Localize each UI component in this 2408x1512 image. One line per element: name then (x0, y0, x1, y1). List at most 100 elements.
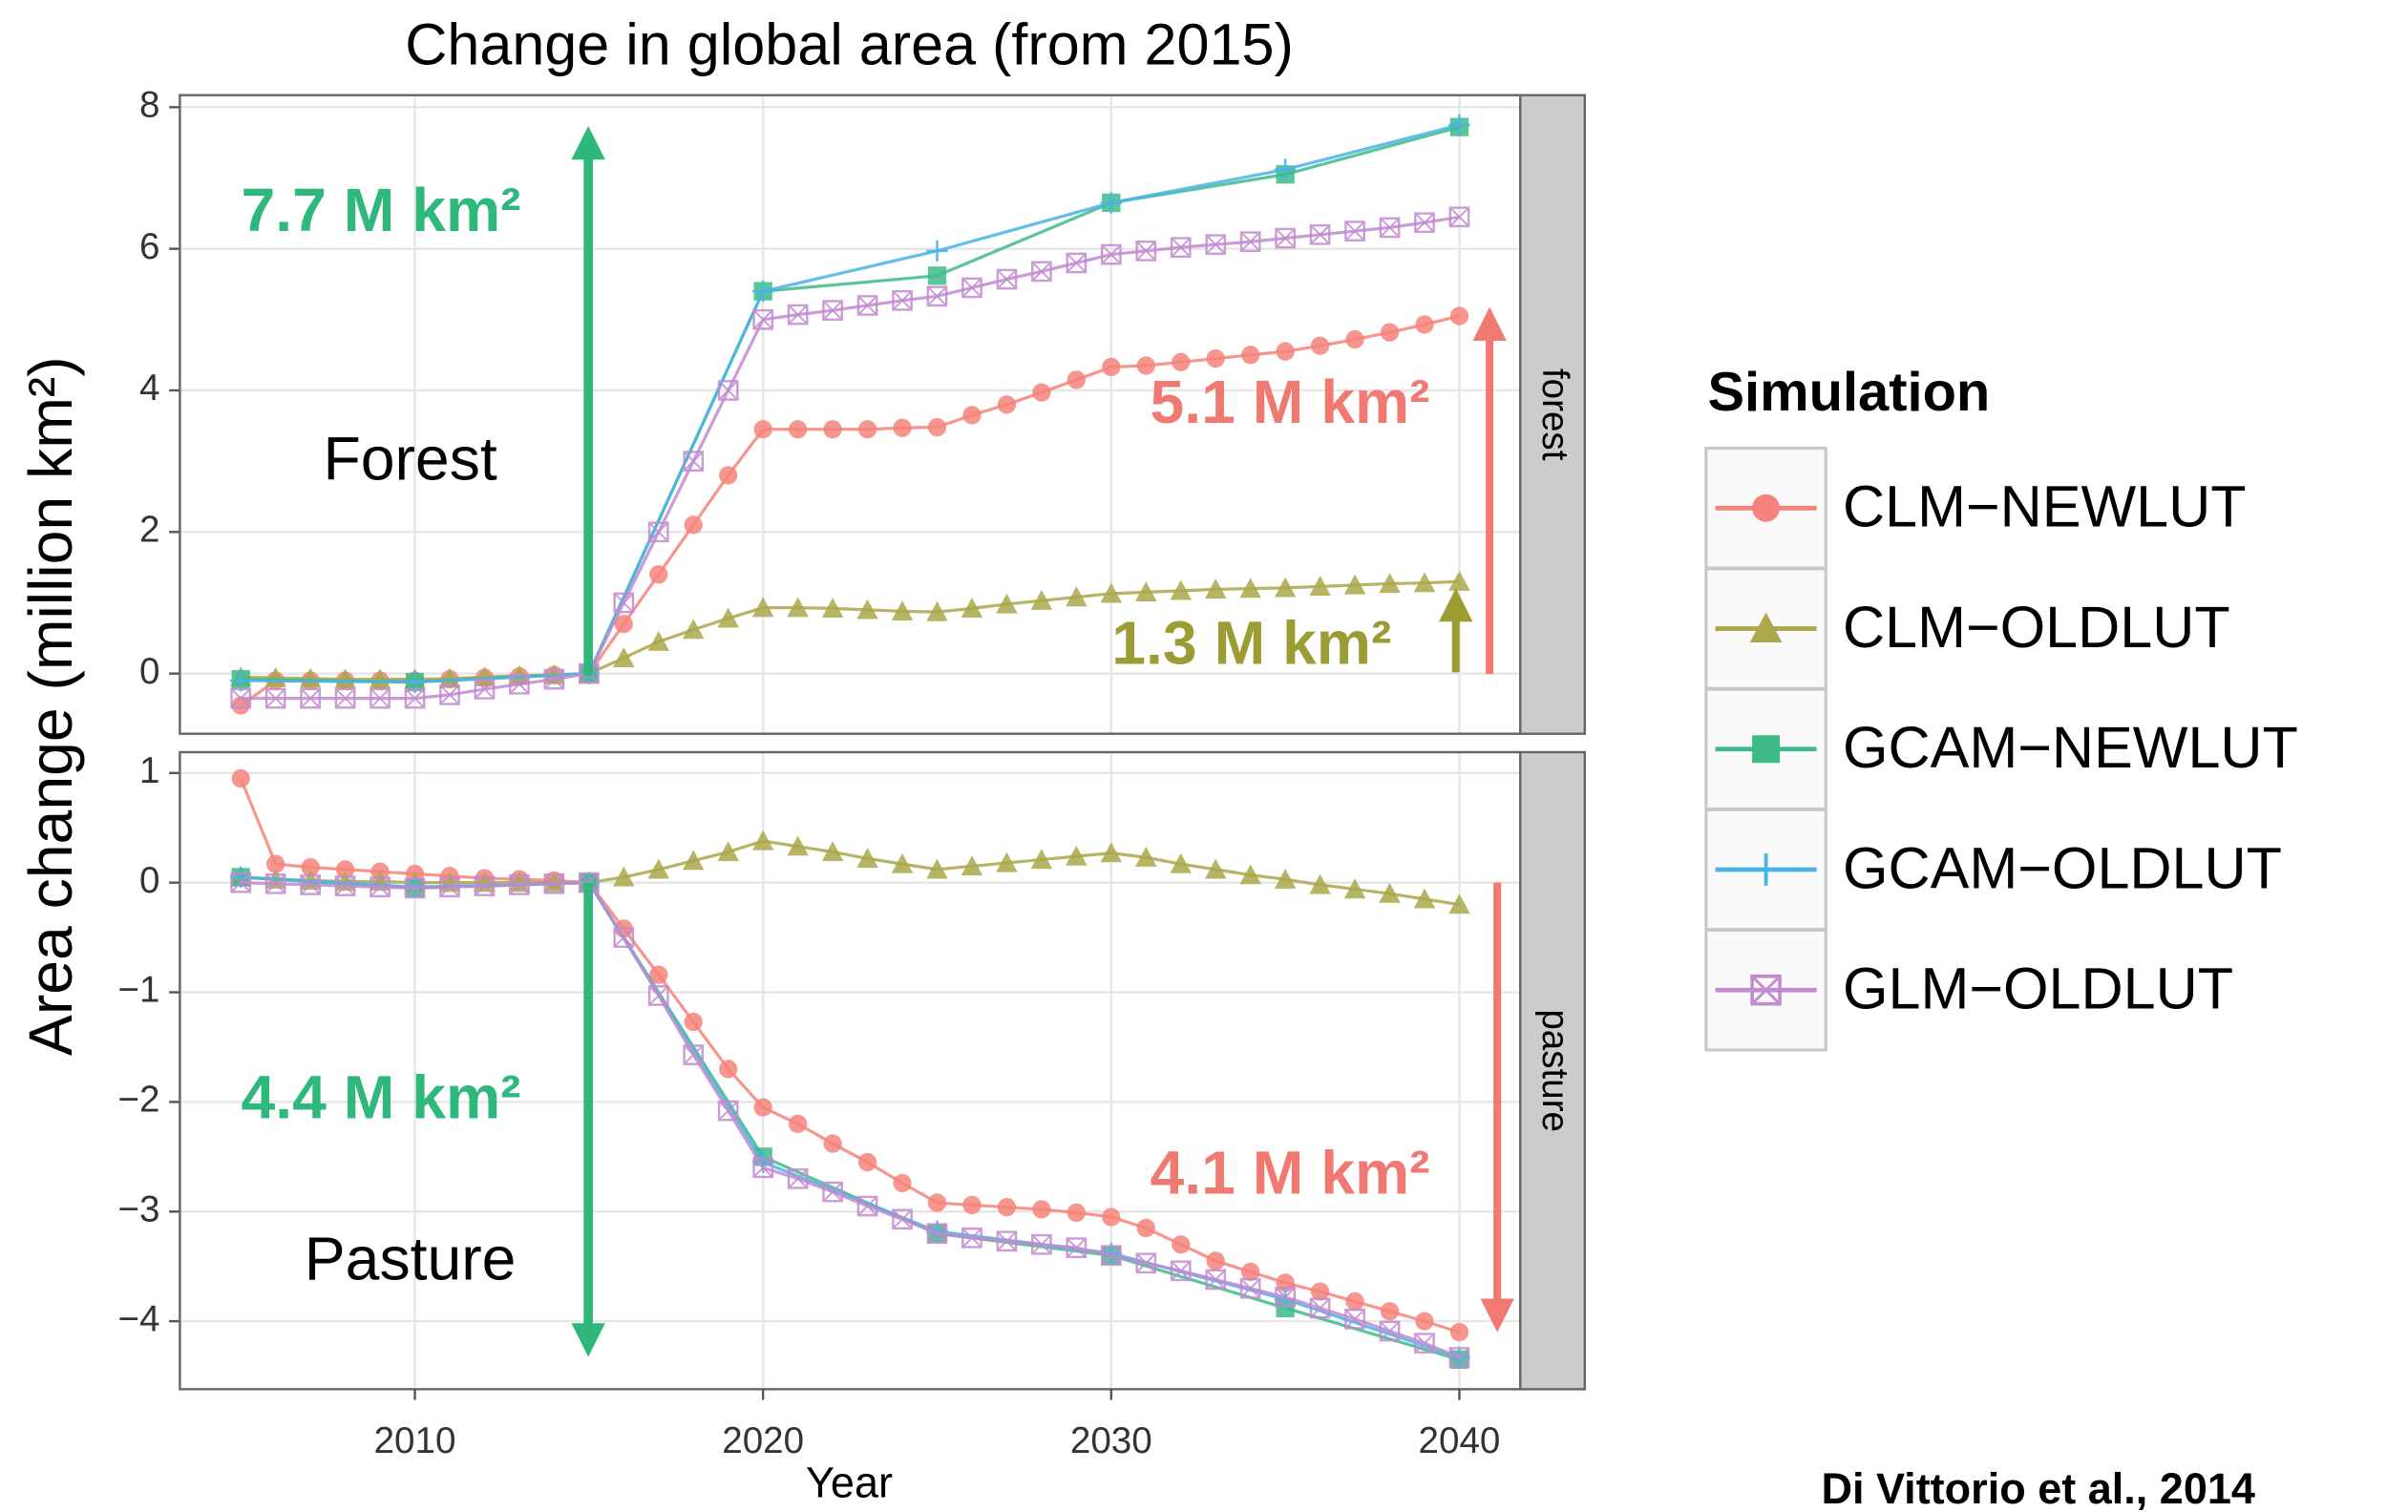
marker (751, 597, 774, 618)
marker-shape (718, 1101, 739, 1121)
marker-shape (752, 309, 773, 330)
marker (752, 308, 774, 330)
marker-shape (821, 841, 844, 862)
marker (1205, 1269, 1227, 1291)
marker (1136, 356, 1155, 375)
annotation: 1.3 M km² (1111, 609, 1391, 678)
marker-shape (1752, 735, 1781, 764)
marker (335, 860, 355, 879)
marker (821, 598, 844, 619)
marker-shape (823, 1134, 842, 1153)
marker (1135, 581, 1157, 601)
marker-shape (439, 684, 460, 705)
marker-shape (717, 380, 739, 401)
marker-shape (300, 874, 321, 895)
marker-shape (438, 667, 461, 688)
panel-background (180, 94, 1521, 734)
marker-shape (752, 1157, 773, 1178)
marker (264, 687, 286, 709)
marker-shape (335, 860, 355, 879)
marker-shape (1100, 1245, 1122, 1267)
marker-shape (1172, 1235, 1191, 1254)
marker (1100, 582, 1123, 603)
marker-shape (893, 418, 912, 437)
marker (1275, 227, 1296, 249)
marker-shape (439, 876, 460, 897)
marker-shape (1309, 223, 1331, 245)
marker-shape (1205, 234, 1226, 255)
chart-title: Change in global area (from 2015) (405, 12, 1294, 77)
marker (788, 1114, 808, 1134)
marker-shape (1449, 1322, 1469, 1342)
marker-shape (1066, 252, 1088, 274)
marker (370, 687, 391, 709)
marker-shape (1345, 329, 1364, 349)
marker (1067, 1203, 1086, 1223)
marker-shape (1345, 1292, 1364, 1312)
marker (1032, 383, 1051, 402)
marker-shape (1275, 1287, 1296, 1308)
marker-shape (788, 420, 808, 439)
marker-shape (647, 985, 669, 1006)
x-tick-label: 2030 (1070, 1420, 1152, 1461)
marker-shape (891, 600, 914, 621)
marker-shape (613, 592, 635, 614)
series-line (241, 123, 1460, 684)
marker-shape (613, 866, 635, 887)
marker-shape (439, 876, 460, 898)
marker-shape (613, 927, 635, 948)
marker-shape (1066, 845, 1088, 866)
marker-shape (1066, 586, 1088, 607)
marker-shape (1135, 581, 1157, 601)
marker-shape (649, 965, 668, 984)
marker-shape (1414, 212, 1435, 233)
marker (997, 395, 1017, 414)
marker (717, 380, 739, 401)
x-tick-label: 2040 (1419, 1420, 1501, 1461)
marker (682, 619, 705, 640)
marker (1310, 336, 1330, 355)
marker (684, 1012, 703, 1032)
marker (1031, 261, 1052, 283)
marker (717, 1100, 739, 1122)
legend-label: GCAM−OLDLUT (1843, 835, 2282, 900)
marker-shape (822, 1181, 843, 1203)
marker-shape (1344, 1308, 1365, 1330)
marker (1239, 1277, 1261, 1299)
marker (647, 858, 670, 879)
marker-shape (1749, 853, 1783, 886)
marker (926, 600, 948, 621)
marker-shape (751, 830, 774, 850)
y-tick-label: 0 (139, 651, 159, 692)
marker-shape (927, 286, 947, 306)
marker-shape (1413, 888, 1436, 909)
marker-shape (961, 278, 982, 298)
marker-shape (821, 598, 844, 619)
marker-shape (1031, 262, 1052, 282)
marker-shape (613, 647, 635, 667)
marker-shape (1067, 370, 1086, 389)
marker-shape (1205, 1270, 1226, 1290)
marker-shape (751, 280, 774, 303)
marker-shape (1274, 868, 1297, 889)
marker-shape (1752, 494, 1781, 522)
marker (891, 852, 914, 873)
marker (753, 1098, 772, 1117)
marker (1135, 846, 1157, 867)
marker (1032, 1200, 1051, 1219)
marker (264, 872, 286, 894)
marker-shape (892, 290, 913, 311)
marker (543, 668, 565, 690)
marker (1030, 589, 1053, 610)
marker-shape (857, 1196, 877, 1216)
marker-shape (509, 874, 530, 895)
marker (893, 418, 912, 437)
marker (961, 277, 982, 299)
marker (856, 848, 878, 869)
marker-shape (647, 631, 670, 651)
marker-shape (508, 872, 531, 892)
marker-shape (856, 1195, 878, 1217)
marker-shape (1344, 1309, 1365, 1330)
marker (1345, 329, 1364, 349)
marker-shape (788, 1168, 808, 1189)
